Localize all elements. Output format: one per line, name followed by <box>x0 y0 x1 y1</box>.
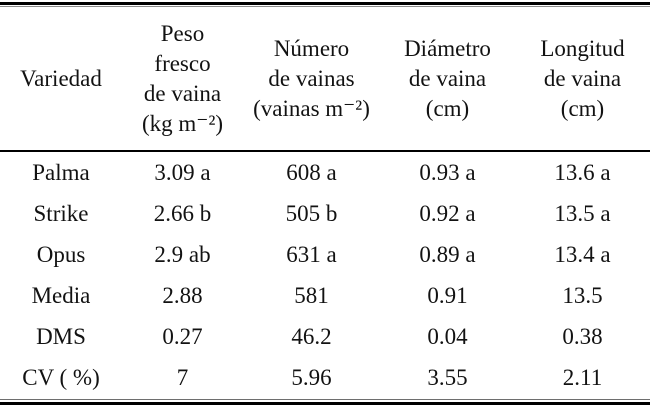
cell-pod-length: 13.4 a <box>554 241 611 267</box>
cell-pod-diameter: 3.55 <box>427 364 468 390</box>
bottom-rule-thin-line <box>0 399 650 400</box>
cell-pod-diameter: 0.04 <box>427 323 468 349</box>
cell-pod-number: 505 b <box>285 200 338 226</box>
cell-fresh-pod-weight: 2.88 <box>162 282 203 308</box>
bottom-rule-thick-line <box>0 402 650 405</box>
cell-variety: Media <box>31 282 91 308</box>
table-row: Strike 2.66 b 505 b 0.92 a 13.5 a <box>0 193 650 234</box>
cell-pod-diameter: 0.92 a <box>419 200 476 226</box>
table-row: Palma 3.09 a 608 a 0.93 a 13.6 a <box>0 151 650 193</box>
header-pod-number: Número de vainas (vainas m⁻²) <box>243 7 380 152</box>
cell-pod-diameter: 0.93 a <box>419 159 476 185</box>
cell-pod-length: 13.6 a <box>554 159 611 185</box>
cell-pod-length: 13.5 <box>562 282 603 308</box>
cell-variety: Palma <box>32 159 90 185</box>
table-row: DMS 0.27 46.2 0.04 0.38 <box>0 316 650 357</box>
cell-variety: Strike <box>33 200 89 226</box>
cell-fresh-pod-weight: 7 <box>176 364 189 390</box>
cell-fresh-pod-weight: 2.9 ab <box>154 241 211 267</box>
cell-pod-number: 46.2 <box>291 323 332 349</box>
cell-pod-length: 2.11 <box>562 364 603 390</box>
cell-pod-number: 5.96 <box>291 364 332 390</box>
cell-variety: CV ( %) <box>22 364 100 390</box>
cell-variety: Opus <box>36 241 86 267</box>
cell-pod-number: 581 <box>294 282 329 308</box>
cell-pod-diameter: 0.91 <box>427 282 468 308</box>
cell-pod-number: 631 a <box>286 241 337 267</box>
top-rule-thin-line <box>0 6 650 7</box>
top-rule-thick-line <box>0 2 650 5</box>
top-rule <box>0 0 650 7</box>
cell-pod-number: 608 a <box>286 159 337 185</box>
header-row: Variedad Peso fresco de vaina (kg m⁻²) N… <box>0 7 650 152</box>
bottom-rule <box>0 398 650 405</box>
table-row: CV ( %) 7 5.96 3.55 2.11 <box>0 357 650 398</box>
table-row: Media 2.88 581 0.91 13.5 <box>0 275 650 316</box>
cell-pod-diameter: 0.89 a <box>419 241 476 267</box>
cell-fresh-pod-weight: 3.09 a <box>154 159 211 185</box>
header-pod-length: Longitud de vaina (cm) <box>515 7 650 152</box>
header-fresh-pod-weight: Peso fresco de vaina (kg m⁻²) <box>122 7 243 152</box>
results-table: Variedad Peso fresco de vaina (kg m⁻²) N… <box>0 7 650 398</box>
header-variety: Variedad <box>0 7 122 152</box>
cell-fresh-pod-weight: 2.66 b <box>153 200 212 226</box>
cell-pod-length: 13.5 a <box>554 200 611 226</box>
table-row: Opus 2.9 ab 631 a 0.89 a 13.4 a <box>0 234 650 275</box>
cell-variety: DMS <box>36 323 86 349</box>
header-pod-diameter: Diámetro de vaina (cm) <box>380 7 515 152</box>
cell-fresh-pod-weight: 0.27 <box>162 323 203 349</box>
cell-pod-length: 0.38 <box>562 323 603 349</box>
